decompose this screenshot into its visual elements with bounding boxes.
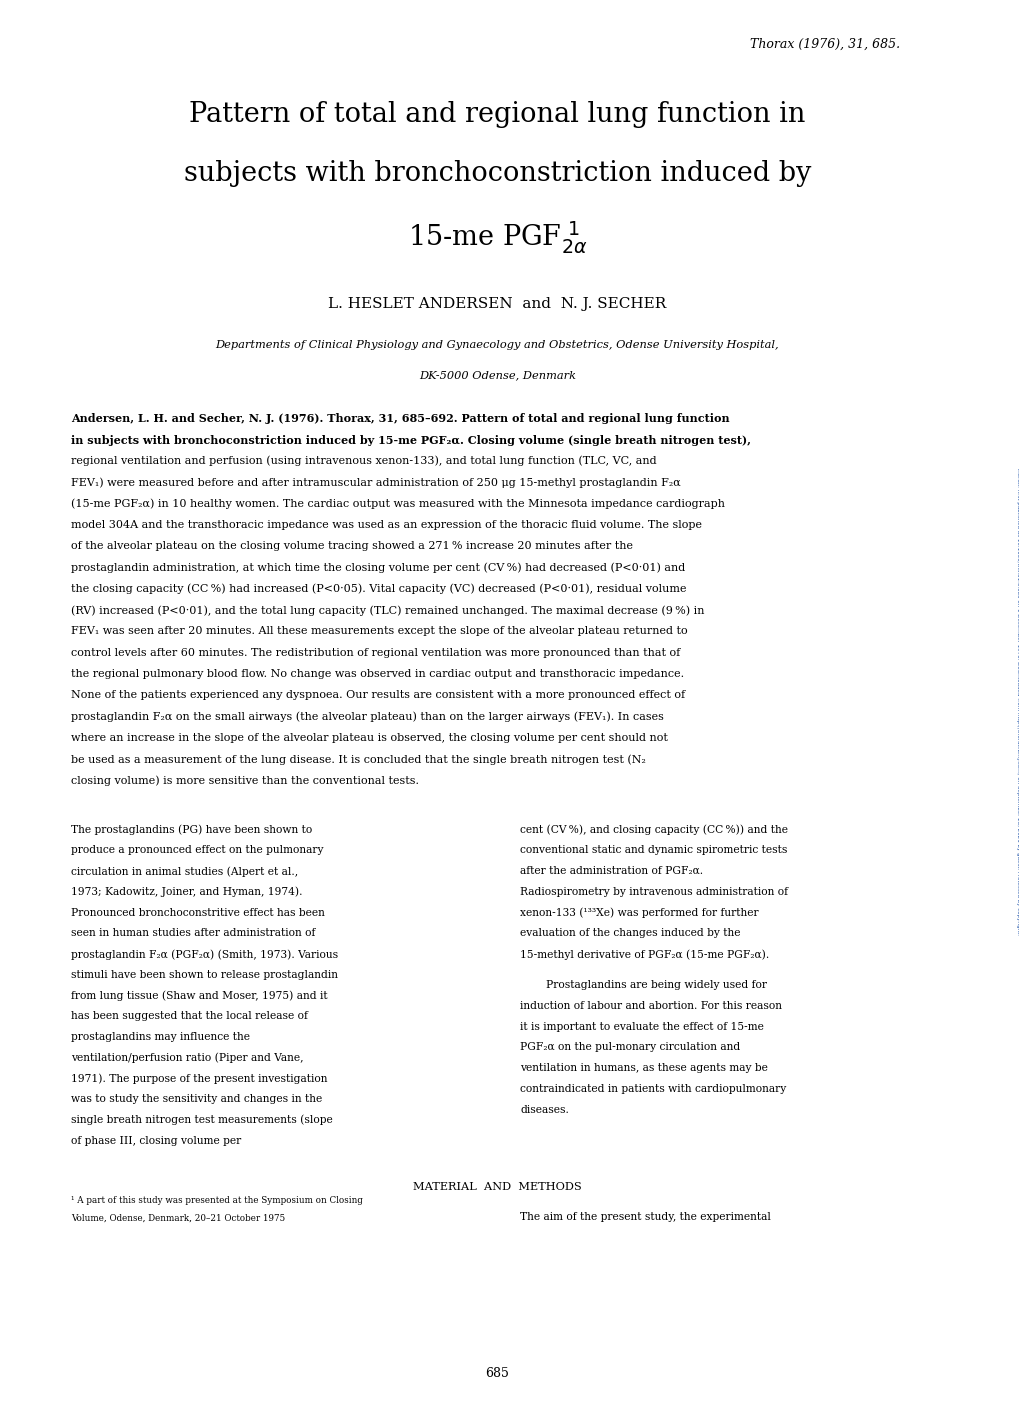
Text: prostaglandin F₂α on the small airways (the alveolar plateau) than on the larger: prostaglandin F₂α on the small airways (… [71,712,663,722]
Text: Thorax (1976), 31, 685.: Thorax (1976), 31, 685. [749,38,899,50]
Text: 1973; Kadowitz, Joiner, and Hyman, 1974).: 1973; Kadowitz, Joiner, and Hyman, 1974)… [71,887,303,898]
Text: where an increase in the slope of the alveolar plateau is observed, the closing : where an increase in the slope of the al… [71,733,667,743]
Text: 15-methyl derivative of PGF₂α (15-me PGF₂α).: 15-methyl derivative of PGF₂α (15-me PGF… [520,948,768,960]
Text: Prostaglandins are being widely used for: Prostaglandins are being widely used for [545,981,766,991]
Text: diseases.: diseases. [520,1104,569,1115]
Text: DK-5000 Odense, Denmark: DK-5000 Odense, Denmark [419,370,575,380]
Text: from lung tissue (Shaw and Moser, 1975) and it: from lung tissue (Shaw and Moser, 1975) … [71,991,328,1002]
Text: 685: 685 [485,1367,508,1380]
Text: Volume, Odense, Denmark, 20–21 October 1975: Volume, Odense, Denmark, 20–21 October 1… [71,1213,285,1223]
Text: conventional static and dynamic spirometric tests: conventional static and dynamic spiromet… [520,845,787,856]
Text: prostaglandin administration, at which time the closing volume per cent (CV %) h: prostaglandin administration, at which t… [71,562,685,573]
Text: ventilation/perfusion ratio (Piper and Vane,: ventilation/perfusion ratio (Piper and V… [71,1052,304,1063]
Text: (RV) increased (P<0·01), and the total lung capacity (TLC) remained unchanged. T: (RV) increased (P<0·01), and the total l… [71,605,704,615]
Text: 15-me PGF$_{2\alpha}^{\ 1}$: 15-me PGF$_{2\alpha}^{\ 1}$ [408,219,586,255]
Text: the closing capacity (CC %) had increased (P<0·05). Vital capacity (VC) decrease: the closing capacity (CC %) had increase… [71,584,686,594]
Text: Departments of Clinical Physiology and Gynaecology and Obstetrics, Odense Univer: Departments of Clinical Physiology and G… [215,340,779,350]
Text: L. HESLET ANDERSEN  and  N. J. SECHER: L. HESLET ANDERSEN and N. J. SECHER [328,297,665,311]
Text: induction of labour and abortion. For this reason: induction of labour and abortion. For th… [520,1000,782,1012]
Text: 1971). The purpose of the present investigation: 1971). The purpose of the present invest… [71,1073,327,1084]
Text: prostaglandins may influence the: prostaglandins may influence the [71,1033,250,1042]
Text: prostaglandin F₂α (PGF₂α) (Smith, 1973). Various: prostaglandin F₂α (PGF₂α) (Smith, 1973).… [71,948,338,960]
Text: MATERIAL  AND  METHODS: MATERIAL AND METHODS [413,1181,581,1192]
Text: The aim of the present study, the experimental: The aim of the present study, the experi… [520,1212,770,1223]
Text: Thorax: first published as 10.1136/thx.31.6.685 on 1 December 1976. Downloaded f: Thorax: first published as 10.1136/thx.3… [1015,467,1019,934]
Text: after the administration of PGF₂α.: after the administration of PGF₂α. [520,866,703,876]
Text: evaluation of the changes induced by the: evaluation of the changes induced by the [520,929,740,939]
Text: it is important to evaluate the effect of 15-me: it is important to evaluate the effect o… [520,1021,763,1031]
Text: FEV₁) were measured before and after intramuscular administration of 250 μg 15-m: FEV₁) were measured before and after int… [71,478,681,488]
Text: single breath nitrogen test measurements (slope: single breath nitrogen test measurements… [71,1115,333,1125]
Text: stimuli have been shown to release prostaglandin: stimuli have been shown to release prost… [71,969,338,979]
Text: FEV₁ was seen after 20 minutes. All these measurements except the slope of the a: FEV₁ was seen after 20 minutes. All thes… [71,626,688,636]
Text: Andersen, L. H. and Secher, N. J. (1976). Thorax, 31, 685–692. Pattern of total : Andersen, L. H. and Secher, N. J. (1976)… [71,413,730,425]
Text: PGF₂α on the pul-monary circulation and: PGF₂α on the pul-monary circulation and [520,1042,740,1052]
Text: control levels after 60 minutes. The redistribution of regional ventilation was : control levels after 60 minutes. The red… [71,647,680,657]
Text: regional ventilation and perfusion (using intravenous xenon-133), and total lung: regional ventilation and perfusion (usin… [71,455,656,467]
Text: in subjects with bronchoconstriction induced by 15-me PGF₂α. Closing volume (sin: in subjects with bronchoconstriction ind… [71,434,751,446]
Text: be used as a measurement of the lung disease. It is concluded that the single br: be used as a measurement of the lung dis… [71,754,646,765]
Text: the regional pulmonary blood flow. No change was observed in cardiac output and : the regional pulmonary blood flow. No ch… [71,668,684,679]
Text: contraindicated in patients with cardiopulmonary: contraindicated in patients with cardiop… [520,1084,786,1094]
Text: Radiospirometry by intravenous administration of: Radiospirometry by intravenous administr… [520,887,788,897]
Text: of the alveolar plateau on the closing volume tracing showed a 271 % increase 20: of the alveolar plateau on the closing v… [71,541,633,551]
Text: (15-me PGF₂α) in 10 healthy women. The cardiac output was measured with the Minn: (15-me PGF₂α) in 10 healthy women. The c… [71,499,725,509]
Text: circulation in animal studies (Alpert et al.,: circulation in animal studies (Alpert et… [71,866,299,877]
Text: model 304A and the transthoracic impedance was used as an expression of the thor: model 304A and the transthoracic impedan… [71,520,702,530]
Text: was to study the sensitivity and changes in the: was to study the sensitivity and changes… [71,1094,322,1104]
Text: ventilation in humans, as these agents may be: ventilation in humans, as these agents m… [520,1063,767,1073]
Text: None of the patients experienced any dyspnoea. Our results are consistent with a: None of the patients experienced any dys… [71,691,685,700]
Text: Pattern of total and regional lung function in: Pattern of total and regional lung funct… [189,101,805,127]
Text: cent (CV %), and closing capacity (CC %)) and the: cent (CV %), and closing capacity (CC %)… [520,825,788,835]
Text: seen in human studies after administration of: seen in human studies after administrati… [71,929,316,939]
Text: subjects with bronchoconstriction induced by: subjects with bronchoconstriction induce… [183,160,810,186]
Text: xenon-133 (¹³³Xe) was performed for further: xenon-133 (¹³³Xe) was performed for furt… [520,908,758,918]
Text: of phase III, closing volume per: of phase III, closing volume per [71,1136,242,1146]
Text: ¹ A part of this study was presented at the Symposium on Closing: ¹ A part of this study was presented at … [71,1195,363,1205]
Text: has been suggested that the local release of: has been suggested that the local releas… [71,1012,308,1021]
Text: Pronounced bronchoconstritive effect has been: Pronounced bronchoconstritive effect has… [71,908,325,918]
Text: produce a pronounced effect on the pulmonary: produce a pronounced effect on the pulmo… [71,845,324,856]
Text: closing volume) is more sensitive than the conventional tests.: closing volume) is more sensitive than t… [71,775,419,786]
Text: The prostaglandins (PG) have been shown to: The prostaglandins (PG) have been shown … [71,825,313,835]
